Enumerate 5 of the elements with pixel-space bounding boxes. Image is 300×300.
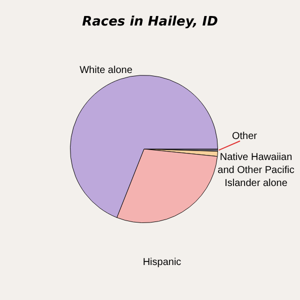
slice-label: Other	[232, 130, 258, 142]
slice-label: Native Hawaiian and Other Pacific Islander alone	[218, 152, 294, 189]
chart-title: Races in Hailey, ID	[82, 14, 218, 30]
slice-label: Hispanic	[142, 256, 182, 268]
slice-label: White alone	[80, 64, 133, 76]
